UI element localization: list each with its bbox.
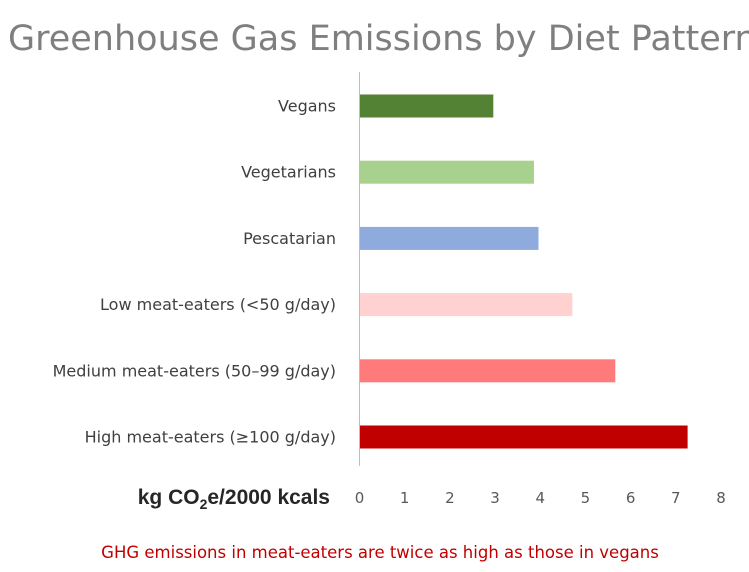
category-label-1: Vegetarians <box>241 163 336 182</box>
x-axis-label: kg CO2e/2000 kcals <box>138 486 330 512</box>
bar-1 <box>360 160 534 184</box>
bar-4 <box>360 359 616 383</box>
x-tick-label-2: 2 <box>445 489 455 507</box>
x-tick-label-4: 4 <box>535 489 545 507</box>
bar-2 <box>360 226 539 250</box>
category-label-5: High meat-eaters (≥100 g/day) <box>85 428 336 447</box>
x-tick-labels-group: 0 1 2 3 4 5 6 7 8 <box>355 489 726 507</box>
x-tick-label-1: 1 <box>400 489 410 507</box>
bar-0 <box>360 94 494 118</box>
chart-title: Greenhouse Gas Emissions by Diet Pattern <box>8 19 749 59</box>
x-axis-label-suffix: e/2000 kcals <box>207 486 330 509</box>
category-label-2: Pescatarian <box>243 229 336 248</box>
x-tick-label-0: 0 <box>355 489 365 507</box>
bar-5 <box>360 425 688 449</box>
category-labels-group: Vegans Vegetarians Pescatarian Low meat-eat… <box>53 97 336 447</box>
x-tick-label-3: 3 <box>490 489 500 507</box>
category-label-0: Vegans <box>278 97 336 116</box>
bars-group <box>360 94 688 449</box>
x-axis-label-subscript: 2 <box>200 496 208 512</box>
footnote: GHG emissions in meat-eaters are twice a… <box>101 543 659 562</box>
category-label-4: Medium meat-eaters (50–99 g/day) <box>53 361 336 380</box>
x-tick-label-8: 8 <box>716 489 726 507</box>
x-tick-label-6: 6 <box>626 489 636 507</box>
x-tick-label-5: 5 <box>581 489 591 507</box>
x-tick-label-7: 7 <box>671 489 681 507</box>
bar-3 <box>360 293 573 317</box>
x-axis-label-prefix: kg CO <box>138 486 200 509</box>
category-label-3: Low meat-eaters (<50 g/day) <box>100 295 336 314</box>
